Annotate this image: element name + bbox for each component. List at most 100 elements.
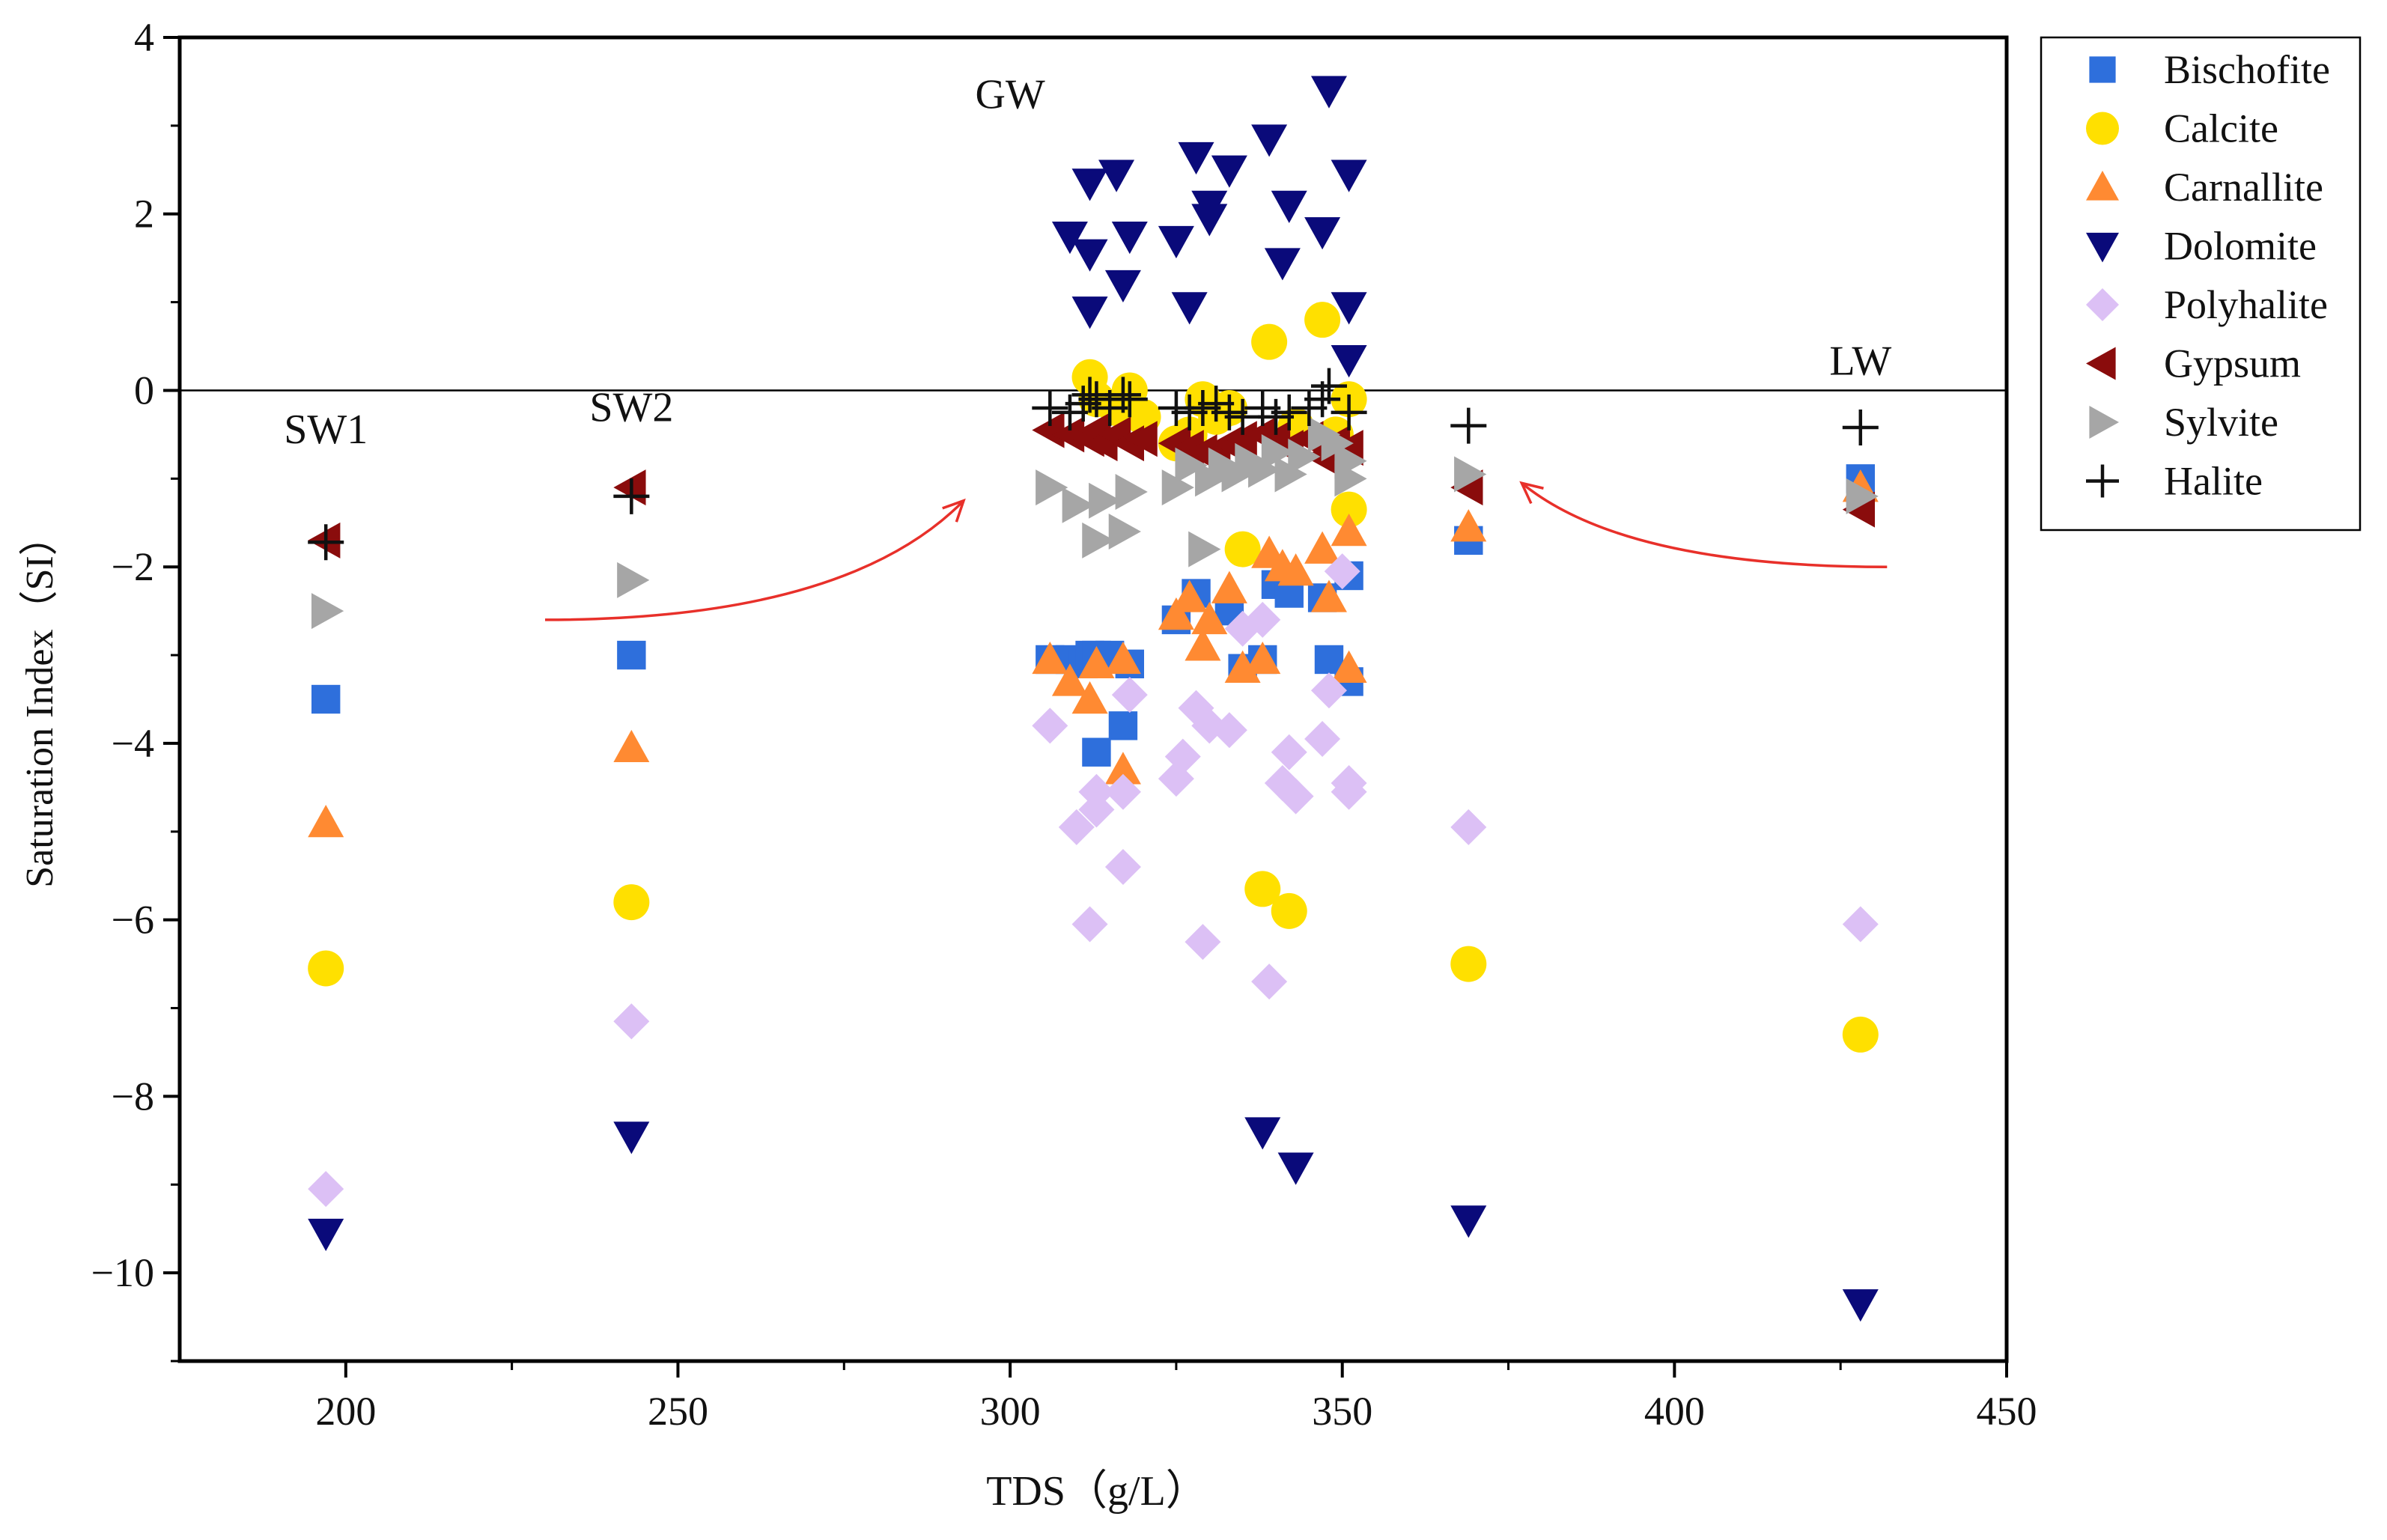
dolomite-point [1211, 155, 1247, 188]
dolomite-point [1244, 1117, 1281, 1150]
dolomite-point [1171, 292, 1208, 325]
halite-point [1310, 368, 1347, 404]
dolomite-point [1331, 345, 1367, 378]
bischofite-point [617, 640, 646, 670]
trend-arrowhead [1519, 481, 1544, 505]
polyhalite-point [1450, 809, 1487, 845]
sylvite-point [617, 561, 650, 598]
polyhalite-point [613, 1003, 650, 1040]
y-axis-label: Saturation Index（SI） [19, 517, 61, 887]
calcite-point [1842, 1016, 1879, 1053]
dolomite-point [1251, 124, 1288, 157]
group-label-lw: LW [1829, 338, 1891, 384]
polyhalite-point [1244, 601, 1281, 638]
carnallite-point [1051, 663, 1088, 696]
polyhalite-point [1842, 906, 1879, 943]
sylvite-point [1036, 469, 1068, 506]
polyhalite-point [1071, 906, 1108, 943]
carnallite-point [1450, 509, 1487, 542]
sylvite-point [1274, 456, 1307, 493]
dolomite-point [1450, 1205, 1487, 1238]
carnallite-point [1244, 641, 1281, 675]
y-tick-label: 0 [134, 368, 154, 413]
legend-marker-halite [2086, 464, 2119, 498]
gypsum-point [308, 522, 341, 559]
dolomite-point [308, 1218, 344, 1252]
halite-point [1224, 398, 1261, 435]
carnallite-point [1331, 650, 1367, 683]
x-tick-label: 200 [315, 1389, 376, 1434]
group-label-sw2: SW2 [589, 385, 673, 431]
carnallite-point [1171, 579, 1208, 612]
polyhalite-point [1251, 964, 1288, 1000]
halite-point [1111, 381, 1148, 418]
x-tick-label: 250 [648, 1389, 708, 1434]
polyhalite-point [1158, 761, 1194, 797]
plot-frame [177, 35, 2009, 1363]
calcite-point [1450, 946, 1487, 982]
sylvite-point [1062, 487, 1095, 523]
dolomite-point [1071, 168, 1108, 201]
polyhalite-point [1104, 848, 1141, 885]
polyhalite-point [1331, 773, 1367, 810]
dolomite-point [1071, 239, 1108, 272]
polyhalite-point [1111, 677, 1148, 713]
legend-label-sylvite: Sylvite [2164, 400, 2278, 445]
legend-label-gypsum: Gypsum [2164, 341, 2301, 386]
legend-marker-gypsum [2086, 347, 2116, 380]
dolomite-point [1051, 222, 1088, 255]
plot-area: 200 250 300 350 400 450 4 2 0 −2 −4 −6 −8 −10 SW1 SW2 GW… [91, 15, 2037, 1434]
x-tick-label: 450 [1977, 1389, 2037, 1434]
carnallite-point [1304, 531, 1341, 564]
polyhalite-point [1304, 721, 1341, 758]
group-label-sw1: SW1 [284, 407, 368, 453]
x-tick-label: 350 [1312, 1389, 1372, 1434]
dolomite-point [1331, 159, 1367, 192]
halite-point [308, 524, 344, 561]
dolomite-point [1111, 222, 1148, 255]
legend-label-calcite: Calcite [2164, 106, 2278, 151]
carnallite-point [1078, 645, 1115, 679]
dolomite-point [1304, 217, 1341, 250]
calcite-point [308, 950, 344, 987]
dolomite-point [1104, 270, 1141, 303]
calcite-point [1244, 871, 1281, 907]
calcite-point [1224, 531, 1261, 567]
calcite-point [1304, 302, 1341, 338]
bischofite-point [1108, 711, 1138, 740]
legend-label-bischofite: Bischofite [2164, 47, 2330, 92]
carnallite-point [308, 805, 344, 838]
sylvite-point [1846, 478, 1879, 514]
carnallite-point [1191, 601, 1228, 635]
polyhalite-point [1211, 712, 1247, 749]
y-tick-label: 2 [134, 192, 154, 237]
carnallite-point [1032, 641, 1068, 675]
y-tick-label: −10 [91, 1250, 154, 1295]
legend-marker-carnallite [2086, 171, 2119, 201]
sylvite-point [1261, 433, 1294, 470]
trend-arrow [1521, 481, 1888, 568]
halite-point [1071, 377, 1108, 413]
dolomite-point [1331, 292, 1367, 325]
carnallite-point [1104, 641, 1141, 675]
sylvite-point [1321, 425, 1354, 462]
sylvite-point [1454, 456, 1487, 493]
polyhalite-point [1277, 778, 1314, 815]
sylvite-point [1188, 531, 1221, 567]
halite-point [1842, 409, 1879, 445]
dolomite-point [1264, 248, 1301, 281]
legend-label-halite: Halite [2164, 459, 2263, 504]
calcite-point [613, 884, 650, 921]
carnallite-point [1224, 650, 1261, 683]
dolomite-point [1098, 159, 1135, 192]
halite-point [1032, 390, 1068, 427]
sylvite-point [1161, 469, 1194, 506]
polyhalite-point [1164, 738, 1201, 775]
legend-marker-bischofite [2089, 56, 2116, 83]
sylvite-point [311, 593, 344, 630]
sylvite-point [1288, 438, 1321, 475]
x-tick-label: 400 [1644, 1389, 1705, 1434]
halite-point [1331, 394, 1367, 430]
